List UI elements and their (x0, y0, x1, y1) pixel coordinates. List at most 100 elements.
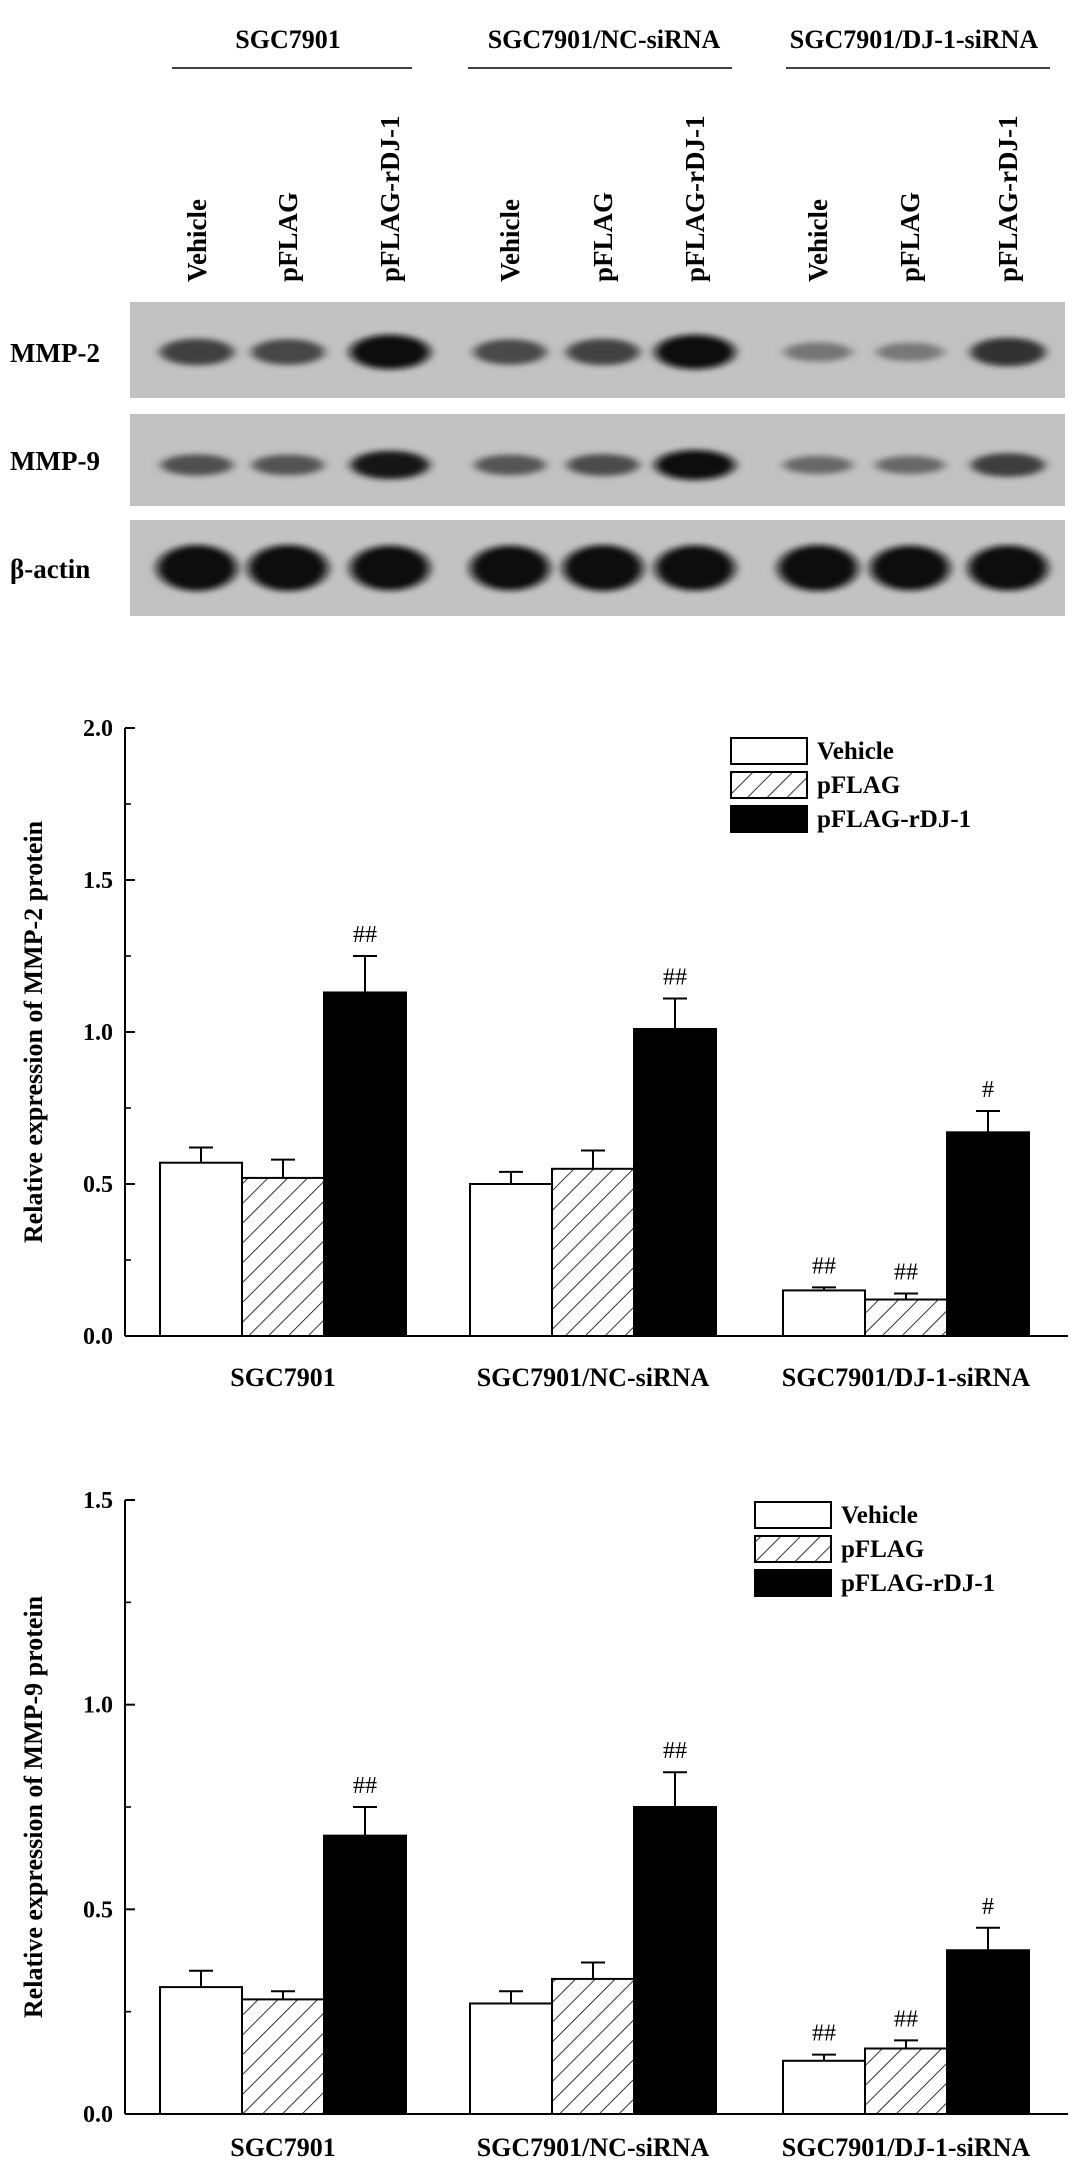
group-header: SGC7901/NC-siRNA (488, 25, 721, 54)
blot-band (252, 454, 324, 476)
group-header: SGC7901 (235, 25, 340, 54)
blot-band (473, 339, 547, 365)
y-tick-label: 0.0 (83, 1324, 113, 1350)
x-category-label: SGC7901 (230, 2133, 335, 2162)
legend-label: pFLAG (841, 1536, 924, 1563)
bar-vehicle (782, 1289, 866, 1338)
significance-label: ## (663, 1738, 687, 1764)
lane-label: pFLAG (273, 192, 303, 282)
legend-swatch (730, 771, 808, 799)
y-tick-label: 1.0 (83, 1020, 113, 1046)
legend-swatch (730, 805, 808, 833)
blot-band (566, 454, 640, 476)
lane-label: pFLAG-rDJ-1 (680, 116, 710, 282)
legend-label: pFLAG-rDJ-1 (817, 806, 971, 833)
x-category-label: SGC7901/DJ-1-siRNA (782, 1363, 1031, 1392)
lane-label: Vehicle (803, 199, 833, 282)
y-tick-label: 1.5 (83, 1488, 113, 1514)
blot-band (875, 455, 945, 475)
bar-pflag-rdj-1 (323, 991, 407, 1337)
blot-band (248, 545, 328, 591)
blot-band (160, 454, 234, 476)
lane-label: Vehicle (182, 199, 212, 282)
blot-band (783, 342, 853, 362)
blot-band (350, 545, 430, 591)
bar-pflag-rdj-1 (946, 1949, 1030, 2116)
blot-band (251, 339, 325, 365)
legend-swatch (754, 1501, 832, 1529)
mmp2-bar-chart: 0.0 0.5 1.0 1.5 2.0 Relative expression of MM… (19, 716, 1068, 1392)
lane-label: pFLAG-rDJ-1 (993, 116, 1023, 282)
blot-rows: MMP-2 MMP-9 β-actin (10, 302, 1065, 616)
bar-pflag-rdj-1 (946, 1131, 1030, 1337)
bar-pflag-rdj-1 (323, 1834, 407, 2115)
bar-pflag (864, 2047, 948, 2115)
blot-band (563, 545, 643, 591)
mmp9-bar-chart: 0.0 0.5 1.0 1.5 Relative expression of MMP-9… (19, 1488, 1068, 2162)
western-blot-panel: SGC7901 SGC7901/NC-siRNA SGC7901/DJ-1-siRN… (10, 25, 1065, 616)
y-axis-label: Relative expression of MMP-9 protein (19, 1595, 48, 2018)
bar-vehicle (159, 1986, 243, 2116)
blot-band (160, 338, 234, 366)
significance-label: ## (894, 2006, 918, 2032)
blot-band (778, 545, 858, 591)
significance-label: ## (812, 2021, 836, 2047)
legend-swatch (754, 1535, 832, 1563)
y-tick-label: 0.5 (83, 1897, 113, 1923)
lane-label: pFLAG-rDJ-1 (375, 116, 405, 282)
bar-pflag-rdj-1 (633, 1806, 717, 2115)
blot-band (870, 545, 950, 591)
blot-band (470, 545, 550, 591)
significance-label: ## (353, 922, 377, 948)
significance-label: ## (894, 1259, 918, 1285)
y-tick-label: 0.0 (83, 2102, 113, 2128)
legend-label: Vehicle (841, 1502, 918, 1529)
lane-label: pFLAG (588, 192, 618, 282)
blot-band (876, 342, 944, 362)
y-tick-label: 1.0 (83, 1693, 113, 1719)
bar-pflag (551, 1167, 635, 1338)
lane-label: Vehicle (495, 199, 525, 282)
blot-band (474, 454, 546, 476)
y-tick-label: 0.5 (83, 1172, 113, 1198)
blot-band (968, 545, 1048, 591)
bar-pflag (864, 1298, 948, 1338)
blot-band (783, 455, 853, 475)
blot-row-label: β-actin (10, 554, 90, 584)
x-category-label: SGC7901 (230, 1363, 335, 1392)
group-header: SGC7901/DJ-1-siRNA (790, 25, 1039, 54)
y-tick-label: 1.5 (83, 868, 113, 894)
bar-vehicle (469, 2002, 553, 2115)
legend-label: Vehicle (817, 738, 894, 765)
bar-vehicle (782, 2059, 866, 2115)
blot-row-label: MMP-9 (10, 446, 100, 476)
blot-band (655, 334, 735, 370)
blot-band (655, 545, 735, 591)
legend: Vehicle pFLAG pFLAG-rDJ-1 (754, 1492, 1055, 1608)
legend-swatch (754, 1569, 832, 1597)
x-category-label: SGC7901/NC-siRNA (477, 2133, 710, 2162)
blot-band (350, 450, 430, 480)
blot-band (655, 450, 735, 480)
bar-pflag (551, 1977, 635, 2116)
significance-label: # (982, 1894, 994, 1920)
blot-lane-labels: Vehicle pFLAG pFLAG-rDJ-1 Vehicle pFLAG pFLAG… (182, 116, 1023, 282)
legend-label: pFLAG-rDJ-1 (841, 1570, 995, 1597)
x-category-label: SGC7901/NC-siRNA (477, 1363, 710, 1392)
significance-label: # (982, 1077, 994, 1103)
significance-label: ## (353, 1773, 377, 1799)
y-axis-label: Relative expression of MMP-2 protein (19, 820, 48, 1243)
significance-label: ## (812, 1253, 836, 1279)
bar-vehicle (469, 1183, 553, 1337)
bar-pflag-rdj-1 (633, 1027, 717, 1337)
legend: Vehicle pFLAG pFLAG-rDJ-1 (730, 728, 1051, 844)
blot-row-label: MMP-2 (10, 338, 100, 368)
x-category-label: SGC7901/DJ-1-siRNA (782, 2133, 1031, 2162)
blot-band (157, 545, 237, 591)
legend-label: pFLAG (817, 772, 900, 799)
blot-band (566, 338, 640, 366)
y-tick-label: 2.0 (83, 716, 113, 742)
significance-label: ## (663, 965, 687, 991)
bar-pflag (241, 1176, 325, 1338)
